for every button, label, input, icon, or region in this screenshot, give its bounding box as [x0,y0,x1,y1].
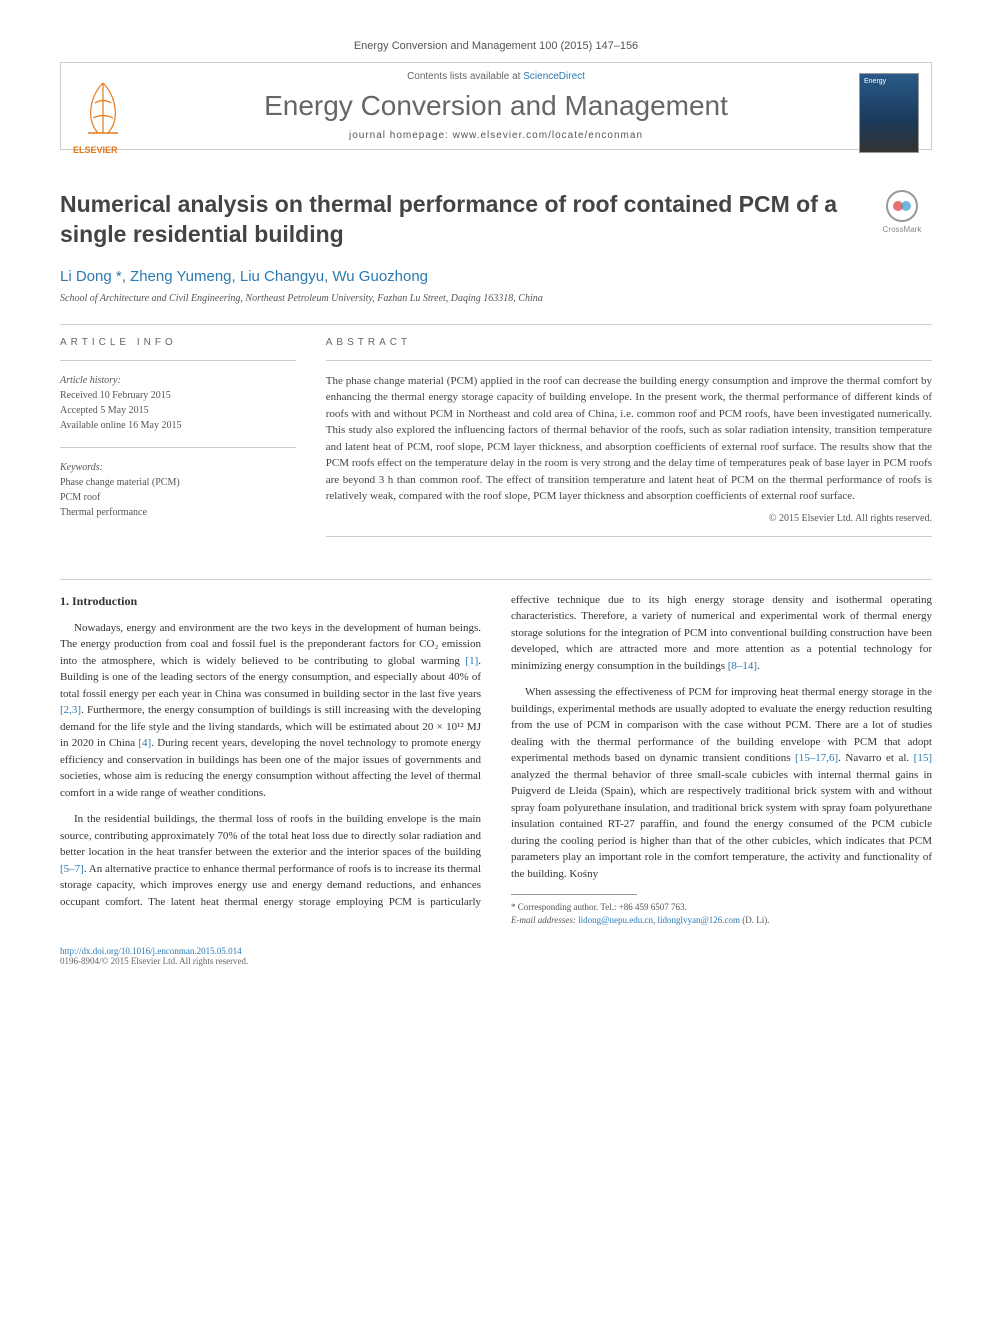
doi-link[interactable]: http://dx.doi.org/10.1016/j.enconman.201… [60,946,242,956]
page-footer: http://dx.doi.org/10.1016/j.enconman.201… [60,946,932,966]
citation-link[interactable]: [15–17,6] [795,752,838,764]
footnote-separator [511,894,637,895]
article-info-label: article info [60,337,296,348]
journal-reference: Energy Conversion and Management 100 (20… [60,40,932,52]
affiliation: School of Architecture and Civil Enginee… [60,293,932,304]
abstract-column: abstract The phase change material (PCM)… [326,337,932,549]
divider [326,360,932,361]
crossmark-badge[interactable]: CrossMark [872,190,932,234]
crossmark-icon [886,190,918,222]
author-list: Li Dong *, Zheng Yumeng, Liu Changyu, Wu… [60,268,932,285]
journal-homepage: journal homepage: www.elsevier.com/locat… [349,130,643,141]
divider [326,536,932,537]
divider [60,360,296,361]
corresponding-author-footnote: * Corresponding author. Tel.: +86 459 65… [511,901,932,926]
citation-link[interactable]: [4] [138,737,151,749]
copyright-line: © 2015 Elsevier Ltd. All rights reserved… [326,513,932,524]
citation-link[interactable]: [2,3] [60,704,81,716]
abstract-label: abstract [326,337,932,348]
publisher-name: ELSEVIER [73,145,118,155]
body-paragraph: When assessing the effectiveness of PCM … [511,684,932,882]
sciencedirect-link[interactable]: ScienceDirect [523,71,585,82]
author-link[interactable]: Li Dong *, Zheng Yumeng, Liu Changyu, Wu… [60,268,428,285]
journal-name: Energy Conversion and Management [264,90,728,122]
body-paragraph: Nowadays, energy and environment are the… [60,620,481,802]
journal-header-box: ELSEVIER Contents lists available at Sci… [60,62,932,150]
divider [60,579,932,580]
article-info-column: article info Article history: Received 1… [60,337,296,549]
citation-link[interactable]: [1] [465,655,478,667]
journal-cover-thumbnail [859,73,919,153]
article-history: Article history: Received 10 February 20… [60,373,296,433]
issn-copyright: 0196-8904/© 2015 Elsevier Ltd. All right… [60,956,248,966]
citation-link[interactable]: [5–7] [60,863,84,875]
citation-link[interactable]: [8–14] [728,660,757,672]
section-heading-introduction: 1. Introduction [60,592,481,610]
contents-available-line: Contents lists available at ScienceDirec… [407,71,585,82]
body-text-columns: 1. Introduction Nowadays, energy and env… [60,592,932,927]
email-link[interactable]: lidonglvyan@126.com [657,915,740,925]
abstract-text: The phase change material (PCM) applied … [326,373,932,505]
email-link[interactable]: lidong@nepu.edu.cn [578,915,653,925]
crossmark-label: CrossMark [883,225,922,234]
article-title: Numerical analysis on thermal performanc… [60,190,852,250]
divider [60,324,932,325]
divider [60,447,296,448]
citation-link[interactable]: [15] [914,752,932,764]
elsevier-tree-icon [73,73,133,143]
keywords-block: Keywords: Phase change material (PCM) PC… [60,460,296,520]
